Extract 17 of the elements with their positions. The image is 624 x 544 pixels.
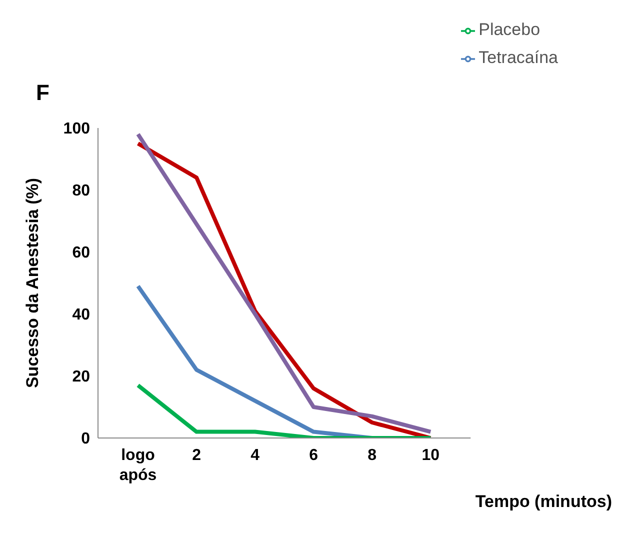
- x-axis-title: Tempo (minutos): [475, 492, 612, 512]
- x-tick-label: 6: [309, 447, 318, 464]
- y-tick-label: 100: [63, 120, 90, 138]
- y-tick-label: 80: [72, 182, 90, 200]
- x-tick-label: logo após: [119, 447, 157, 484]
- y-tick-label: 60: [72, 244, 90, 262]
- y-tick-label: 0: [81, 430, 90, 448]
- x-tick-label: 8: [368, 447, 377, 464]
- x-tick-label: 10: [422, 447, 440, 464]
- legend-label: Tetracaína: [478, 48, 558, 67]
- y-axis-title: Sucesso da Anestesia (%): [23, 178, 42, 388]
- y-tick-label: 40: [72, 306, 90, 324]
- legend-label: Placebo: [478, 20, 540, 39]
- chart-title: F: [36, 80, 50, 106]
- y-tick-label: 20: [72, 368, 90, 386]
- x-tick-label: 2: [192, 447, 202, 464]
- x-tick-label: 4: [250, 447, 260, 464]
